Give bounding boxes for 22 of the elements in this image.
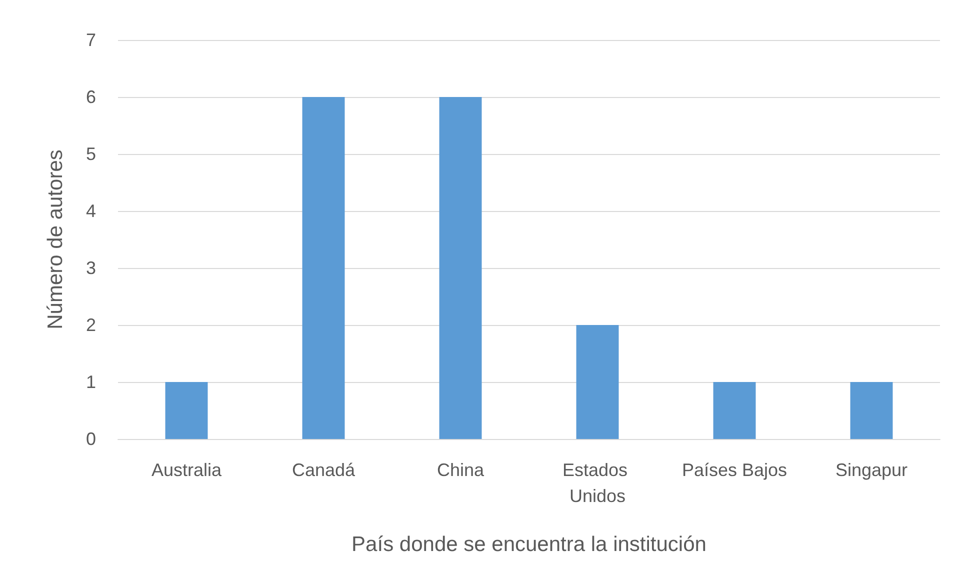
x-axis-title: País donde se encuentra la institución xyxy=(352,533,706,556)
bar xyxy=(165,382,208,439)
x-tick-label: Singapur xyxy=(835,460,908,480)
x-tick-label: Canadá xyxy=(292,460,356,480)
y-tick-label: 6 xyxy=(86,87,96,107)
y-tick-label: 5 xyxy=(86,144,96,164)
bar xyxy=(439,97,482,439)
y-tick-label: 3 xyxy=(86,258,96,278)
y-tick-label: 2 xyxy=(86,315,96,335)
y-tick-label: 0 xyxy=(86,429,96,449)
bar xyxy=(850,382,893,439)
bar xyxy=(302,97,345,439)
bar xyxy=(576,325,619,439)
y-tick-label: 1 xyxy=(86,372,96,392)
x-tick-label: Estados Unidos xyxy=(562,460,633,506)
x-tick-label: China xyxy=(436,460,486,480)
bar xyxy=(713,382,756,439)
y-tick-label: 7 xyxy=(86,30,96,50)
y-tick-label: 4 xyxy=(86,201,96,221)
x-tick-label: Países Bajos xyxy=(682,460,788,480)
y-axis-title: Número de autores xyxy=(44,150,67,330)
x-tick-label: Australia xyxy=(151,460,223,480)
